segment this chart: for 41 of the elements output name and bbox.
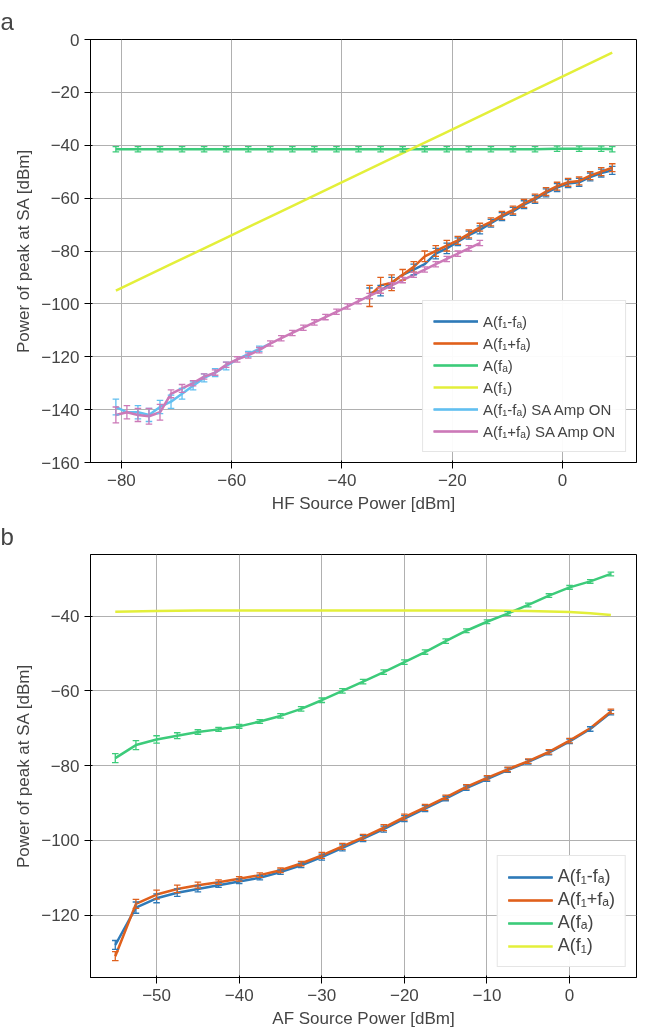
y-tick-label: −100: [41, 294, 80, 314]
y-tick-label: −120: [41, 347, 80, 367]
legend-label: A(f₁-fₐ): [483, 312, 528, 330]
legend-label: A(f₁): [557, 935, 593, 956]
x-tick-label: −10: [472, 985, 502, 1005]
x-tick-label: 0: [564, 985, 575, 1005]
chart-title: a: [0, 7, 15, 35]
x-tick-label: −30: [307, 985, 337, 1005]
legend-label: A(f₁-fₐ): [557, 866, 611, 887]
y-tick-label: −160: [41, 453, 80, 473]
y-tick-label: −40: [50, 607, 80, 627]
y-axis-title: Power of peak at SA [dBm]: [14, 149, 34, 354]
chart-title: b: [0, 522, 14, 550]
y-tick-label: 0: [70, 30, 80, 50]
y-tick-label: −140: [41, 400, 80, 420]
x-tick-label: −80: [106, 470, 136, 490]
y-tick-label: −60: [50, 681, 80, 701]
x-tick-label: −20: [437, 470, 467, 490]
y-tick-label: −40: [50, 136, 80, 156]
y-tick-label: −100: [41, 831, 80, 851]
y-tick-label: −60: [50, 189, 80, 209]
x-tick-label: −40: [224, 985, 254, 1005]
x-axis-title: HF Source Power [dBm]: [271, 493, 456, 513]
legend-label: A(fₐ): [557, 912, 594, 933]
legend-label: A(f₁+fₐ): [483, 334, 531, 352]
x-tick-label: 0: [557, 470, 568, 490]
x-tick-label: −20: [389, 985, 419, 1005]
y-tick-label: −80: [50, 756, 80, 776]
legend-label: A(fₐ): [483, 356, 513, 374]
y-tick-label: −80: [50, 242, 80, 261]
legend-label: A(f₁+fₐ) SA Amp ON: [483, 422, 615, 440]
legend-label: A(f₁-fₐ) SA Amp ON: [483, 400, 612, 418]
y-tick-label: −20: [50, 83, 80, 103]
legend-label: A(f₁): [483, 378, 513, 396]
y-tick-label: −120: [41, 906, 80, 926]
y-axis-title: Power of peak at SA [dBm]: [14, 664, 34, 869]
x-tick-label: −60: [217, 470, 247, 490]
x-axis-title: AF Source Power [dBm]: [272, 1008, 455, 1028]
x-tick-label: −50: [142, 985, 172, 1005]
legend-label: A(f₁+fₐ): [557, 889, 615, 910]
x-tick-label: −40: [327, 470, 357, 490]
